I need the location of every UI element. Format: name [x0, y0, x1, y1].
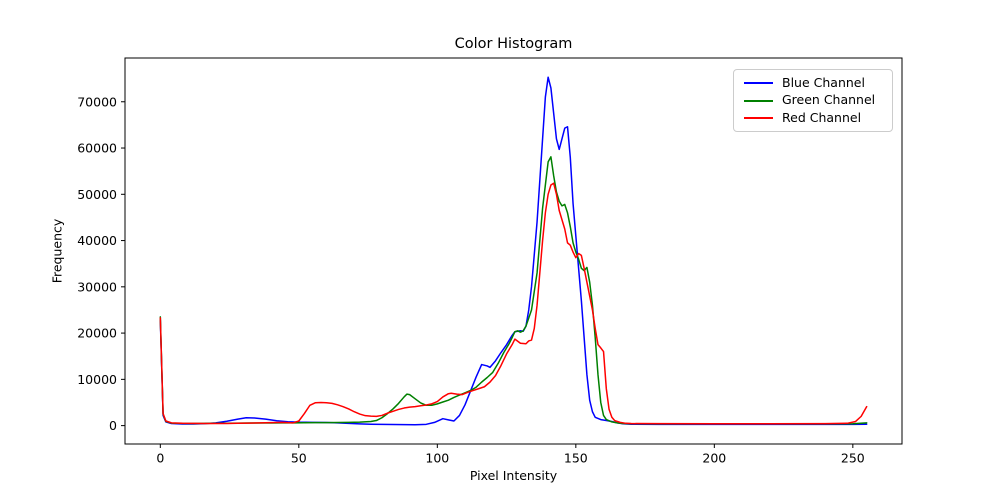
y-tick-label: 20000	[77, 326, 117, 341]
x-tick-label: 0	[156, 451, 164, 466]
y-tick-label: 10000	[77, 372, 117, 387]
legend-item-red: Red Channel	[744, 109, 882, 125]
legend-label: Red Channel	[782, 109, 862, 125]
legend-box: Blue Channel Green Channel Red Channel	[733, 69, 893, 132]
x-tick-label: 250	[841, 451, 865, 466]
y-tick-label: 60000	[77, 141, 117, 156]
chart-title: Color Histogram	[454, 36, 573, 52]
y-tick-label: 50000	[77, 187, 117, 202]
x-tick-label: 100	[425, 451, 449, 466]
red-line-swatch	[744, 116, 773, 119]
red-channel-line	[159, 182, 868, 425]
legend-item-blue: Blue Channel	[744, 74, 882, 90]
green-channel-line	[159, 156, 868, 425]
x-tick-label: 150	[564, 451, 588, 466]
x-axis-label: Pixel Intensity	[469, 468, 558, 483]
x-tick-label: 200	[702, 451, 726, 466]
x-tick-label: 50	[291, 451, 307, 466]
green-line-swatch	[744, 99, 773, 102]
y-tick-label: 30000	[77, 279, 117, 294]
axes-frame	[124, 57, 903, 445]
legend-item-green: Green Channel	[744, 94, 882, 107]
legend-label: Blue Channel	[782, 74, 865, 90]
y-axis-label: Frequency	[49, 218, 65, 284]
legend-label: Green Channel	[782, 92, 876, 108]
blue-line-swatch	[744, 82, 773, 85]
blue-channel-line	[159, 76, 868, 426]
y-tick-label: 70000	[77, 94, 117, 109]
y-tick-label: 40000	[77, 233, 117, 248]
y-tick-label: 0	[109, 418, 117, 433]
